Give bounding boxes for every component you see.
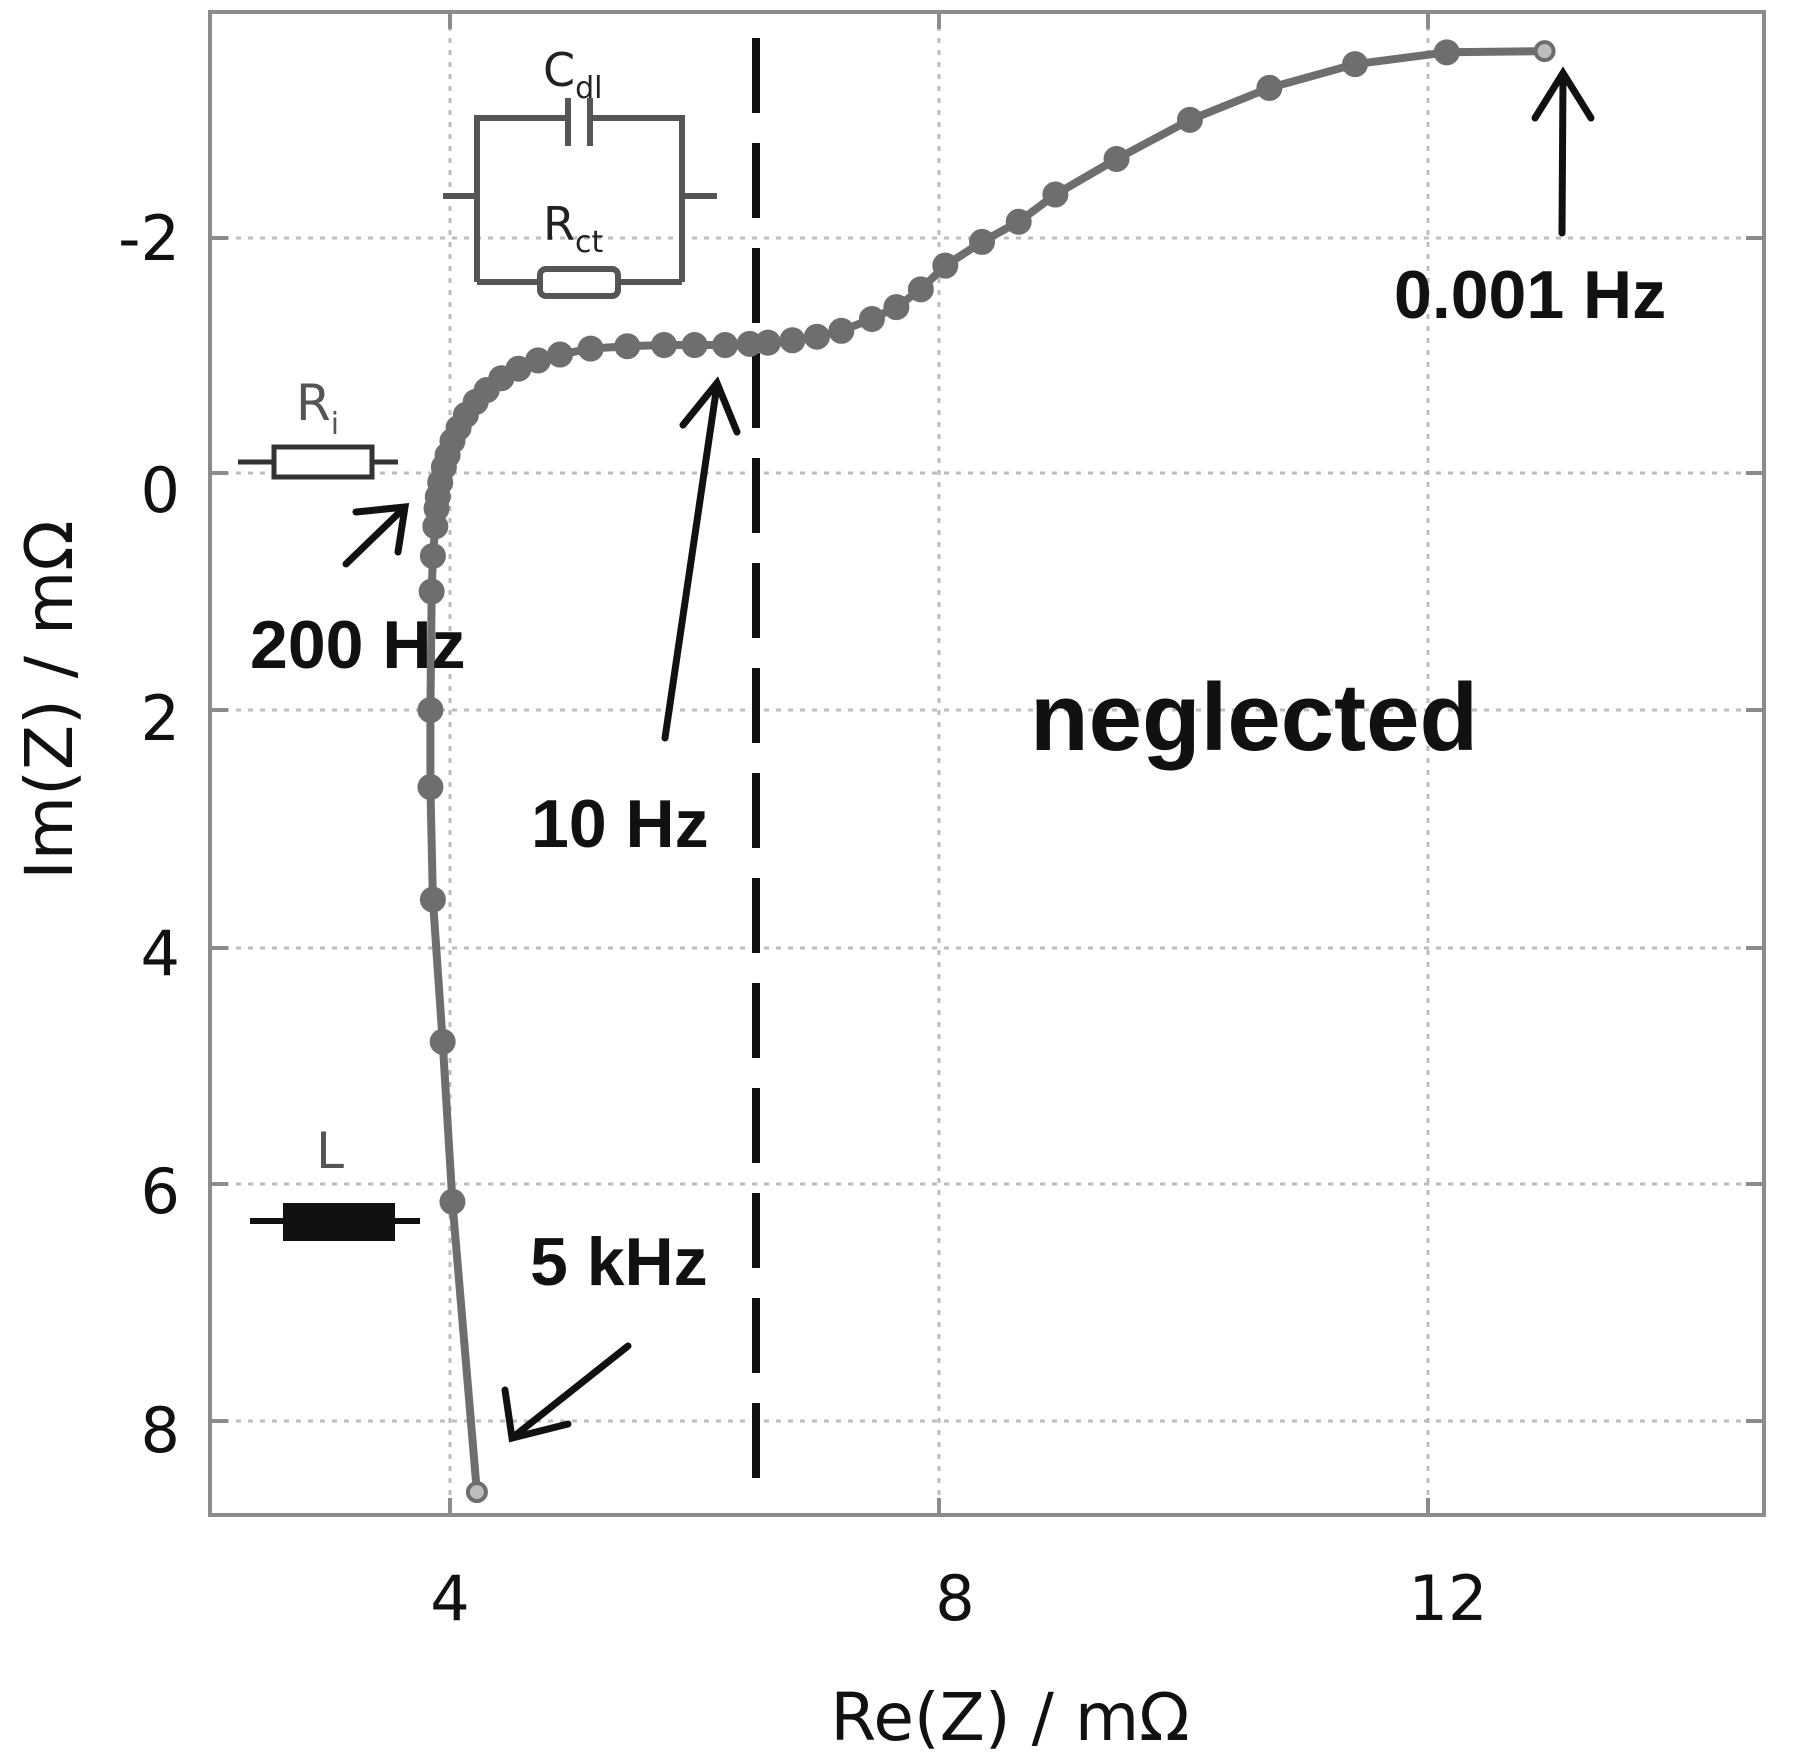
- axes-frame: [208, 10, 1766, 1517]
- data-point: [417, 697, 444, 723]
- data-point: [1342, 51, 1369, 78]
- data-point: [858, 305, 885, 332]
- data-point: [681, 332, 708, 359]
- data-point: [969, 228, 996, 255]
- y-tick-label-4: 4: [141, 917, 180, 990]
- arrow-10hz: [661, 381, 721, 742]
- data-point: [754, 329, 781, 356]
- data-point: [1176, 106, 1203, 133]
- data-point: [577, 335, 604, 362]
- data-point: [1533, 40, 1556, 63]
- ri-label: Ri: [296, 374, 339, 442]
- data-point: [418, 578, 445, 605]
- data-point: [525, 347, 552, 374]
- data-point: [803, 323, 830, 350]
- data-point: [712, 332, 739, 359]
- annotation-200hz: 200 Hz: [250, 607, 465, 683]
- data-point: [614, 333, 641, 360]
- y-tick-label-0: 0: [141, 454, 180, 527]
- annotation-5khz: 5 kHz: [530, 1224, 708, 1300]
- data-point: [1433, 39, 1460, 66]
- annotation-arrows: [342, 66, 1595, 1443]
- impedance-markers: [417, 39, 1556, 1504]
- y-tick-label-m2: -2: [118, 202, 180, 275]
- annotation-0001hz: 0.001 Hz: [1394, 257, 1666, 333]
- y-tick-label-6: 6: [141, 1155, 180, 1228]
- rct-label: Rct: [543, 197, 603, 260]
- y-axis-title: Im(Z) / mΩ: [11, 520, 88, 879]
- data-point: [429, 1028, 456, 1055]
- annotation-10hz: 10 Hz: [531, 786, 709, 862]
- inductor-label: L: [316, 1122, 344, 1180]
- circuit-ri-resistor: [238, 444, 398, 480]
- tick-marks: [210, 12, 1764, 1515]
- x-tick-label-8: 8: [935, 1562, 974, 1635]
- data-point: [1256, 74, 1283, 101]
- data-point: [419, 886, 446, 913]
- data-point: [883, 294, 910, 321]
- data-point: [1042, 181, 1069, 208]
- data-point: [417, 774, 444, 801]
- grid: [212, 14, 1762, 1513]
- data-point: [465, 1481, 488, 1504]
- data-point: [907, 276, 934, 303]
- data-point: [1103, 145, 1130, 172]
- x-tick-label-4: 4: [430, 1562, 469, 1635]
- data-point: [419, 542, 446, 569]
- data-point: [779, 327, 806, 354]
- x-tick-label-12: 12: [1409, 1562, 1488, 1635]
- cdl-label: Cdl: [543, 43, 603, 106]
- circuit-rc-parallel: [443, 98, 717, 299]
- data-point: [932, 252, 959, 279]
- arrow-5khz: [508, 1342, 632, 1442]
- data-point: [439, 1188, 466, 1215]
- y-tick-label-2: 2: [141, 682, 180, 755]
- x-axis-title: Re(Z) / mΩ: [830, 1679, 1189, 1754]
- data-point: [547, 341, 574, 368]
- y-tick-label-8: 8: [141, 1394, 180, 1467]
- data-point: [1005, 208, 1032, 235]
- data-point: [828, 317, 855, 344]
- neglected-label: neglected: [1030, 664, 1478, 771]
- arrow-200hz: [342, 504, 408, 568]
- impedance-curve: [426, 47, 1545, 1493]
- arrow-0001hz: [1558, 71, 1567, 237]
- circuit-inductor: [250, 1203, 420, 1241]
- data-point: [651, 332, 678, 359]
